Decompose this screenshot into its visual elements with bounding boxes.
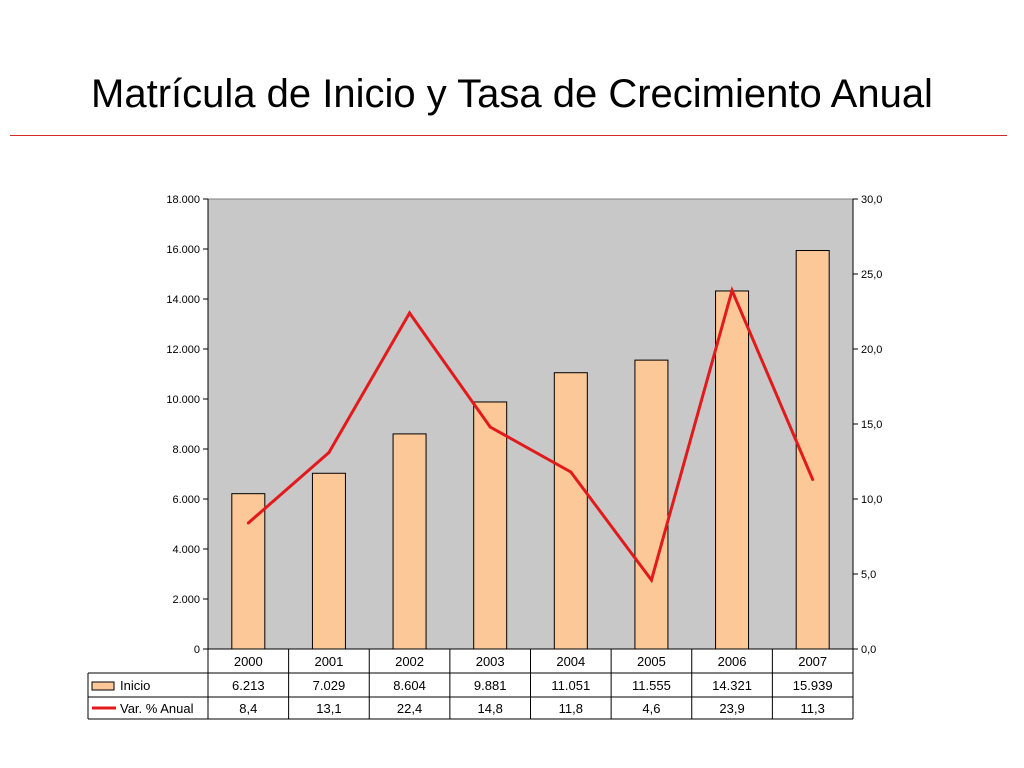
bar	[473, 401, 508, 650]
legend-label-var-anual: Var. % Anual	[120, 701, 194, 716]
category-label: 2000	[234, 654, 263, 669]
data-label-inicio: 8.604	[393, 678, 426, 693]
category-label: 2002	[395, 654, 424, 669]
data-label-inicio: 6.213	[232, 678, 265, 693]
line-point	[730, 289, 734, 292]
bar	[795, 250, 830, 650]
y-left-tick-label: 6.000	[172, 494, 200, 506]
y-left-tick-label: 8.000	[172, 444, 200, 456]
line-point	[569, 470, 573, 474]
category-label: 2004	[556, 654, 585, 669]
y-left-tick-label: 16.000	[166, 244, 200, 256]
y-right-tick-label: 0,0	[861, 644, 876, 656]
category-label: 2006	[718, 654, 747, 669]
bar	[231, 493, 266, 650]
line-point	[811, 478, 815, 481]
category-label: 2007	[798, 654, 827, 669]
line-point	[327, 451, 331, 454]
line-series-var-anual	[247, 285, 815, 584]
y-right-tick-label: 10,0	[861, 494, 882, 506]
bar	[392, 433, 427, 650]
y-right-tick-label: 15,0	[861, 419, 882, 431]
data-label-var-anual: 4,6	[642, 701, 660, 716]
bar	[715, 290, 750, 650]
data-label-inicio: 11.555	[632, 678, 671, 693]
data-label-var-anual: 23,9	[719, 701, 744, 716]
data-label-var-anual: 22,4	[397, 701, 422, 716]
y-left-tick-label: 2.000	[172, 594, 200, 606]
legend-label-inicio: Inicio	[120, 678, 150, 693]
y-right-tick-label: 25,0	[861, 269, 882, 281]
category-label: 2001	[314, 654, 343, 669]
y-right-tick-label: 5,0	[861, 569, 876, 581]
category-label: 2003	[476, 654, 505, 669]
slide-title: Matrícula de Inicio y Tasa de Crecimient…	[91, 72, 933, 116]
bar	[311, 472, 346, 650]
y-left-tick-label: 14.000	[166, 294, 200, 306]
line-point	[488, 425, 492, 429]
data-label-var-anual: 8,4	[239, 701, 257, 716]
y-right-tick-label: 30,0	[861, 194, 882, 206]
y-right-tick-label: 20,0	[861, 344, 882, 356]
y-left-tick-label: 18.000	[166, 194, 200, 206]
data-label-var-anual: 13,1	[316, 701, 341, 716]
bar	[634, 359, 669, 650]
y-left-tick-label: 4.000	[172, 544, 200, 556]
bar	[553, 372, 588, 650]
data-label-inicio: 15.939	[793, 678, 833, 693]
data-label-var-anual: 14,8	[478, 701, 503, 716]
line-point	[408, 311, 412, 315]
line-point	[649, 578, 653, 582]
data-label-var-anual: 11,8	[559, 701, 583, 716]
plot-area	[207, 198, 854, 650]
y-left-tick-label: 0	[194, 644, 200, 656]
legend-swatch-inicio	[91, 681, 115, 691]
title-divider	[10, 135, 1007, 136]
line-point	[246, 521, 250, 525]
y-left-tick-label: 10.000	[166, 394, 200, 406]
category-label: 2005	[637, 654, 666, 669]
data-label-inicio: 14.321	[712, 678, 752, 693]
data-label-var-anual: 11,3	[801, 701, 825, 716]
data-label-inicio: 7.029	[313, 678, 346, 693]
data-label-inicio: 9.881	[474, 678, 507, 693]
data-label-inicio: 11.051	[551, 678, 590, 693]
y-left-tick-label: 12.000	[166, 344, 200, 356]
